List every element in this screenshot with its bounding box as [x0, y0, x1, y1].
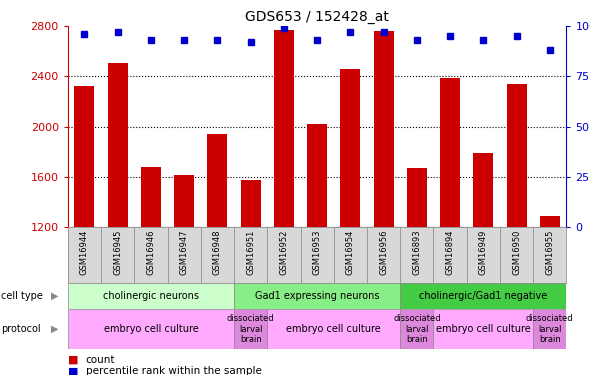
Text: GSM16948: GSM16948	[213, 230, 222, 275]
Text: Gad1 expressing neurons: Gad1 expressing neurons	[255, 291, 379, 301]
Bar	[507, 84, 526, 227]
Bar	[540, 216, 560, 227]
Bar	[208, 134, 227, 227]
Text: GSM16946: GSM16946	[146, 230, 155, 275]
Bar	[307, 124, 327, 227]
Bar	[108, 63, 127, 227]
Text: embryo cell culture: embryo cell culture	[436, 324, 530, 334]
Text: GSM16893: GSM16893	[412, 230, 421, 275]
Text: GSM16952: GSM16952	[280, 230, 289, 275]
Bar	[473, 153, 493, 227]
Text: ▶: ▶	[51, 291, 58, 301]
Text: dissociated
larval
brain: dissociated larval brain	[227, 314, 274, 344]
Text: GSM16947: GSM16947	[180, 230, 189, 275]
Bar	[407, 168, 427, 227]
Bar	[141, 166, 161, 227]
Bar	[174, 176, 194, 227]
Bar	[234, 309, 267, 349]
Bar	[434, 309, 533, 349]
Bar	[533, 309, 566, 349]
Text: dissociated
larval
brain: dissociated larval brain	[526, 314, 573, 344]
Bar	[234, 283, 400, 309]
Text: ■: ■	[68, 366, 78, 375]
Bar	[68, 309, 234, 349]
Text: cell type: cell type	[1, 291, 43, 301]
Text: GSM16953: GSM16953	[313, 230, 322, 275]
Text: GSM16944: GSM16944	[80, 230, 89, 275]
Text: ■: ■	[68, 355, 78, 365]
Text: GSM16956: GSM16956	[379, 230, 388, 275]
Text: embryo cell culture: embryo cell culture	[104, 324, 198, 334]
Text: GSM16950: GSM16950	[512, 230, 521, 275]
Text: embryo cell culture: embryo cell culture	[286, 324, 381, 334]
Bar	[400, 309, 434, 349]
Bar	[400, 283, 566, 309]
Text: percentile rank within the sample: percentile rank within the sample	[86, 366, 261, 375]
Text: GSM16954: GSM16954	[346, 230, 355, 275]
Bar	[373, 31, 394, 227]
Bar	[440, 78, 460, 227]
Text: cholinergic/Gad1 negative: cholinergic/Gad1 negative	[419, 291, 548, 301]
Text: GSM16949: GSM16949	[479, 230, 488, 275]
Bar	[241, 180, 261, 227]
Text: GSM16955: GSM16955	[545, 230, 554, 275]
Text: GSM16945: GSM16945	[113, 230, 122, 275]
Bar	[340, 69, 360, 227]
Bar	[74, 87, 94, 227]
Text: GSM16894: GSM16894	[445, 230, 454, 275]
Text: dissociated
larval
brain: dissociated larval brain	[393, 314, 441, 344]
Text: cholinergic neurons: cholinergic neurons	[103, 291, 199, 301]
Bar	[68, 283, 234, 309]
Bar	[267, 309, 400, 349]
Text: ▶: ▶	[51, 324, 58, 334]
Bar	[274, 30, 294, 227]
Text: count: count	[86, 355, 115, 365]
Text: GSM16951: GSM16951	[246, 230, 255, 275]
Text: protocol: protocol	[1, 324, 41, 334]
Title: GDS653 / 152428_at: GDS653 / 152428_at	[245, 10, 389, 24]
